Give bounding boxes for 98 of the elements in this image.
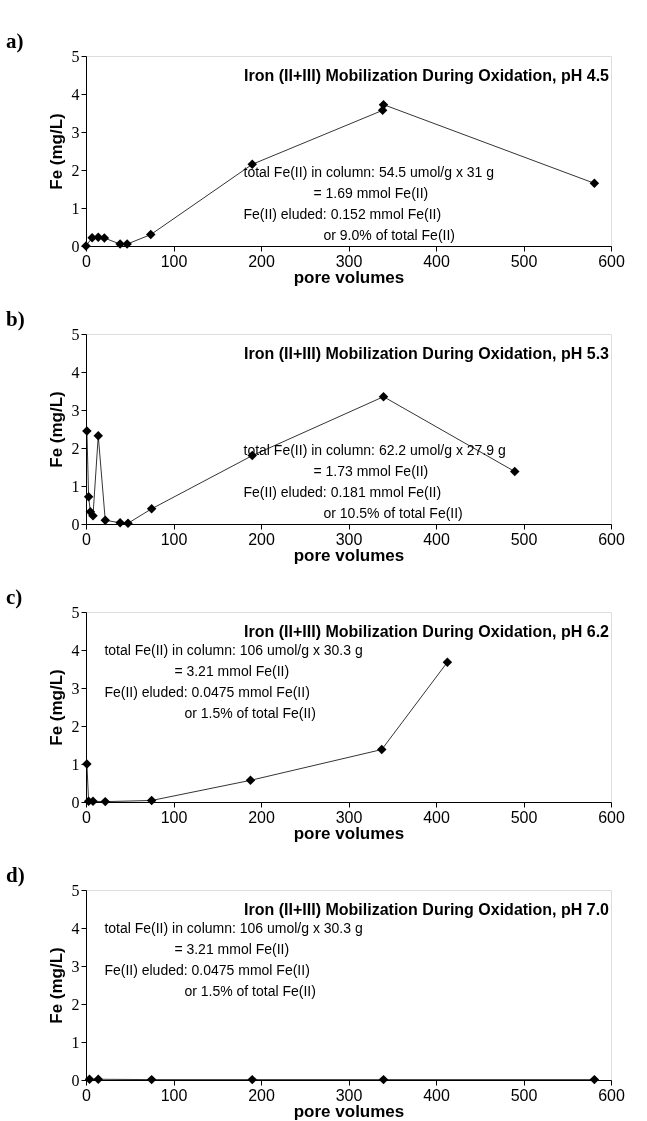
point <box>245 775 256 786</box>
y-tick-label: 3 <box>71 957 80 975</box>
x-tick-label: 500 <box>510 252 538 270</box>
point <box>83 491 94 502</box>
y-axis-title: Fe (mg/L) <box>46 113 66 190</box>
x-tick-label: 100 <box>160 1086 188 1104</box>
x-axis-title: pore volumes <box>293 1101 405 1121</box>
x-tick-label: 300 <box>335 808 363 826</box>
annotation: = 3.21 mmol Fe(II) <box>174 941 290 958</box>
point <box>510 466 520 477</box>
annotation: total Fe(II) in column: 106 umol/g x 30.3 g <box>104 642 363 659</box>
point <box>378 391 389 402</box>
x-tick-label: 400 <box>423 808 450 826</box>
x-tick-label: 100 <box>160 252 188 270</box>
x-tick-label: 600 <box>598 808 625 826</box>
text: Iron (II+III) Mobilization During Oxidation, pH 7.0 <box>244 901 610 918</box>
point <box>589 178 600 189</box>
x-tick-label: 300 <box>335 530 363 548</box>
point <box>100 796 110 807</box>
y-tick-label: 4 <box>71 641 80 659</box>
x-tick-label: 500 <box>510 530 538 548</box>
point <box>146 504 157 514</box>
annotation: Fe(II) eluded: 0.0475 mmol Fe(II) <box>104 962 310 979</box>
y-tick-label: 5 <box>71 325 80 343</box>
annotation: or 1.5% of total Fe(II) <box>184 705 316 722</box>
y-tick-label: 5 <box>71 881 80 899</box>
text: d) <box>6 863 25 887</box>
x-tick-label: 400 <box>423 1086 450 1104</box>
x-tick-label: 100 <box>160 808 188 826</box>
y-tick-label: 2 <box>71 717 80 735</box>
annotation: total Fe(II) in column: 54.5 umol/g x 31 g <box>243 164 495 181</box>
point <box>146 795 157 806</box>
annotation: Fe(II) eluded: 0.152 mmol Fe(II) <box>243 206 442 223</box>
y-tick-label: 0 <box>71 237 80 255</box>
y-tick-label: 0 <box>71 1071 80 1089</box>
y-axis-title: Fe (mg/L) <box>46 669 66 746</box>
y-tick-label: 2 <box>71 995 80 1013</box>
x-tick-label: 0 <box>82 1086 92 1104</box>
x-tick-label: 400 <box>423 530 450 548</box>
annotation: = 1.69 mmol Fe(II) <box>313 185 429 202</box>
x-tick-label: 500 <box>510 808 538 826</box>
y-tick-label: 4 <box>71 85 80 103</box>
point <box>93 431 103 441</box>
annotation: total Fe(II) in column: 106 umol/g x 30.3 g <box>104 920 363 937</box>
x-tick-label: 300 <box>335 252 363 270</box>
y-tick-label: 3 <box>71 401 80 419</box>
y-tick-label: 5 <box>71 47 80 65</box>
text: Iron (II+III) Mobilization During Oxidation, pH 6.2 <box>244 623 610 640</box>
x-tick-label: 0 <box>82 252 92 270</box>
x-tick-label: 500 <box>510 1086 538 1104</box>
point <box>146 229 156 240</box>
point <box>99 233 110 243</box>
y-tick-label: 0 <box>71 515 80 533</box>
text: c) <box>6 585 23 609</box>
y-tick-label: 1 <box>71 755 80 773</box>
y-tick-label: 3 <box>71 123 80 141</box>
x-tick-label: 200 <box>248 1086 275 1104</box>
x-tick-label: 300 <box>335 1086 363 1104</box>
annotation: = 3.21 mmol Fe(II) <box>174 663 290 680</box>
y-tick-label: 1 <box>71 199 80 217</box>
y-tick-label: 0 <box>71 793 80 811</box>
annotation: or 9.0% of total Fe(II) <box>323 227 455 244</box>
y-tick-label: 4 <box>71 919 80 937</box>
y-tick-label: 1 <box>71 477 80 495</box>
x-tick-label: 600 <box>598 252 625 270</box>
x-tick-label: 600 <box>598 530 625 548</box>
point <box>442 657 453 667</box>
point <box>115 518 125 528</box>
x-tick-label: 0 <box>82 808 92 826</box>
x-tick-label: 100 <box>160 530 188 548</box>
x-axis-title: pore volumes <box>293 823 405 843</box>
point <box>100 515 110 525</box>
y-tick-label: 5 <box>71 603 80 621</box>
annotation: Fe(II) eluded: 0.0475 mmol Fe(II) <box>104 684 310 701</box>
y-tick-label: 3 <box>71 679 80 697</box>
text: Iron (II+III) Mobilization During Oxidation, pH 5.3 <box>244 345 610 362</box>
text: Iron (II+III) Mobilization During Oxidation, pH 4.5 <box>244 67 610 84</box>
x-tick-label: 200 <box>248 808 275 826</box>
text: a) <box>6 29 24 53</box>
y-tick-label: 2 <box>71 439 80 457</box>
annotation: or 1.5% of total Fe(II) <box>184 983 316 1000</box>
text: b) <box>6 307 25 331</box>
x-tick-label: 600 <box>598 1086 625 1104</box>
annotation: Fe(II) eluded: 0.181 mmol Fe(II) <box>243 484 442 501</box>
x-tick-label: 200 <box>248 530 275 548</box>
y-axis-title: Fe (mg/L) <box>46 947 66 1024</box>
y-tick-label: 4 <box>71 363 80 381</box>
point <box>377 744 387 755</box>
x-axis-title: pore volumes <box>293 267 405 287</box>
y-tick-label: 2 <box>71 161 80 179</box>
annotation: or 10.5% of total Fe(II) <box>323 505 463 522</box>
x-tick-label: 400 <box>423 252 450 270</box>
y-axis-title: Fe (mg/L) <box>46 391 66 468</box>
annotation: = 1.73 mmol Fe(II) <box>313 463 429 480</box>
x-tick-label: 200 <box>248 252 275 270</box>
x-axis-title: pore volumes <box>293 545 405 565</box>
x-tick-label: 0 <box>82 530 92 548</box>
y-tick-label: 1 <box>71 1033 80 1051</box>
